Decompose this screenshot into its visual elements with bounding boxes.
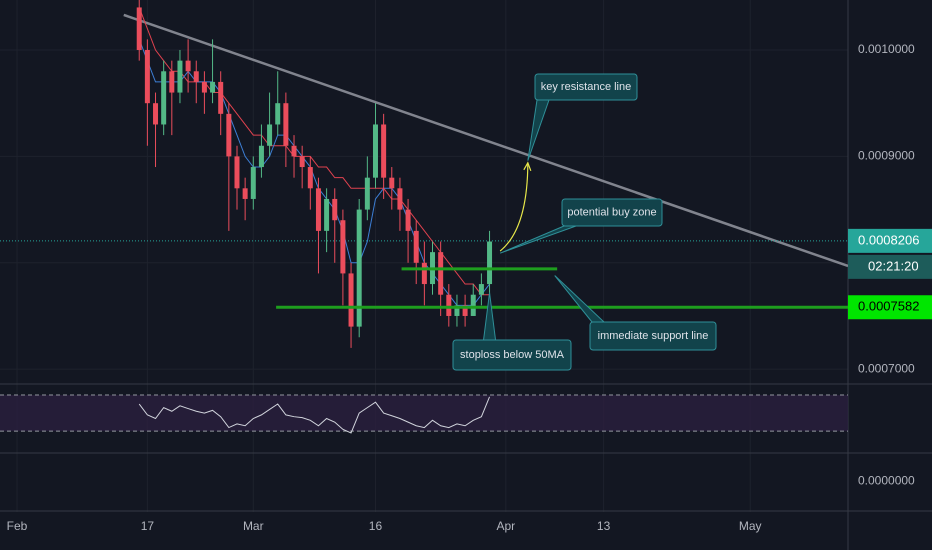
moving-average xyxy=(138,7,490,296)
candle-body xyxy=(299,156,305,168)
candle-body xyxy=(161,71,167,125)
candle-body xyxy=(462,305,468,316)
y-tick-label: 0.0009000 xyxy=(858,149,915,163)
candle-body xyxy=(421,262,427,285)
candle-body xyxy=(446,294,452,316)
annotation-box xyxy=(589,321,717,351)
rsi-line xyxy=(138,396,491,434)
candle-body xyxy=(364,177,370,210)
candle-body xyxy=(470,294,476,316)
candle-body xyxy=(218,81,224,114)
moving-average xyxy=(138,39,490,306)
candle-body xyxy=(397,188,403,210)
x-tick-label: 17 xyxy=(141,519,155,533)
annotation-pointer xyxy=(499,225,577,254)
candle-body xyxy=(210,81,216,93)
candle-body xyxy=(177,60,183,93)
candle-body xyxy=(315,188,321,231)
candle-body xyxy=(169,71,175,93)
candle-body xyxy=(307,167,313,189)
candle-body xyxy=(389,177,395,189)
candle-body xyxy=(267,124,273,146)
candle-body xyxy=(324,198,330,231)
y-tick-label: 0.0000000 xyxy=(858,474,915,488)
candle-body xyxy=(438,252,444,295)
candle-body xyxy=(340,220,346,274)
candle-body xyxy=(258,145,264,168)
candle-body xyxy=(250,167,256,199)
last-price-box xyxy=(848,228,932,253)
candle-body xyxy=(372,124,378,178)
support-price-label: 0.0007582 xyxy=(858,299,919,314)
candle-body xyxy=(413,230,419,263)
candle-body xyxy=(487,241,493,285)
candle-body xyxy=(348,273,354,327)
last-price-label: 0.0008206 xyxy=(858,232,919,247)
candle-body xyxy=(356,209,362,327)
annotation-box xyxy=(452,339,572,371)
candle-body xyxy=(454,305,460,316)
countdown-box xyxy=(848,254,932,279)
trend-line xyxy=(123,13,849,268)
candle-body xyxy=(185,60,191,72)
candle-body xyxy=(226,113,232,157)
annotation-pointer xyxy=(554,275,606,323)
annotation-box xyxy=(534,73,638,101)
annotation-text: key resistance line xyxy=(541,81,632,93)
annotation-text: potential buy zone xyxy=(567,206,656,218)
x-tick-label: Mar xyxy=(243,519,264,533)
candle-body xyxy=(201,81,207,93)
candle-body xyxy=(144,50,150,104)
annotation-pointer xyxy=(527,99,550,161)
annotation-pointer xyxy=(482,292,497,341)
rsi-band xyxy=(0,394,848,432)
countdown-label: 02:21:20 xyxy=(868,258,919,273)
annotation-text: stoploss below 50MA xyxy=(460,349,565,361)
y-tick-label: 0.0007000 xyxy=(858,361,915,375)
annotation-text: immediate support line xyxy=(598,330,709,342)
candle-body xyxy=(193,71,199,82)
support-price-box xyxy=(848,295,932,320)
candle-body xyxy=(291,145,297,157)
x-tick-label: 13 xyxy=(597,519,611,533)
candle-body xyxy=(405,209,411,231)
candle-body xyxy=(332,198,338,221)
x-tick-label: May xyxy=(739,519,762,533)
candle-body xyxy=(242,188,248,199)
candle-body xyxy=(478,284,484,295)
candle-body xyxy=(153,103,159,125)
candle-body xyxy=(234,156,240,189)
candle-body xyxy=(275,103,281,125)
candle-body xyxy=(381,124,387,178)
arrow xyxy=(499,162,529,252)
x-tick-label: Apr xyxy=(496,519,515,533)
y-tick-label: 0.0010000 xyxy=(858,42,915,56)
annotation-box xyxy=(561,198,663,227)
x-tick-label: 16 xyxy=(369,519,383,533)
candle-body xyxy=(283,103,289,146)
x-tick-label: Feb xyxy=(7,519,28,533)
candle-body xyxy=(136,7,142,51)
arrow-head xyxy=(523,161,532,171)
